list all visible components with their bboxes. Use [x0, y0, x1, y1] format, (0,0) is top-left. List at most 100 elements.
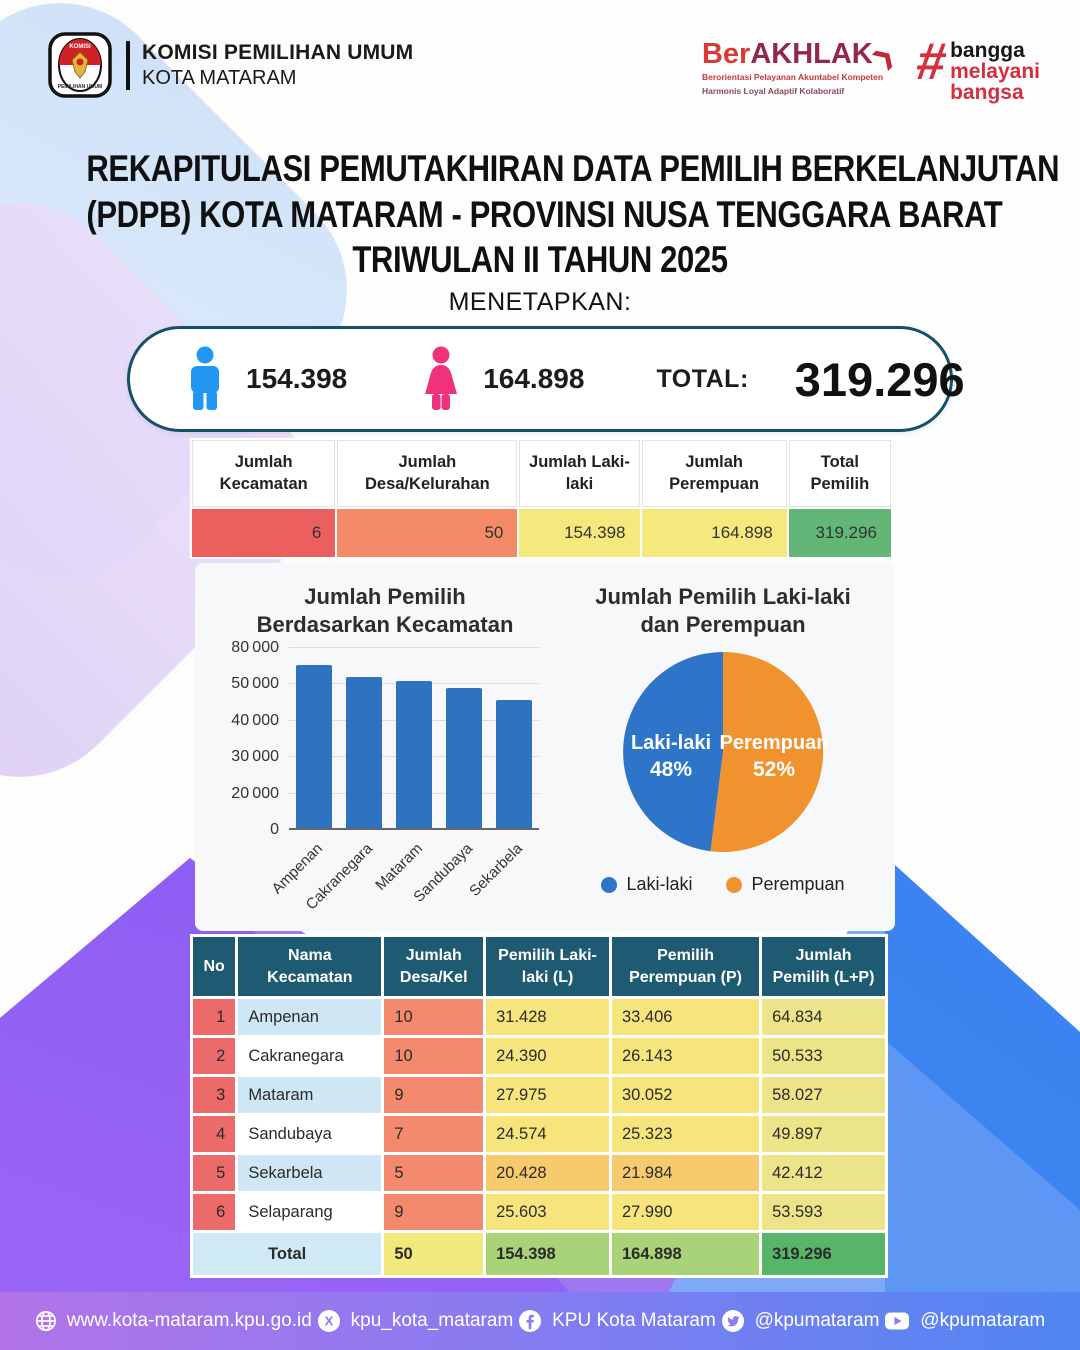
summary-table: Jumlah Kecamatan Jumlah Desa/Kelurahan J… — [190, 438, 893, 559]
berakhlak-arrow-icon: ❯ — [867, 41, 899, 73]
summary-value-4: 319.296 — [788, 508, 891, 557]
y-axis-tick: 0 — [270, 821, 279, 838]
total-stat: TOTAL: 319.296 — [656, 352, 964, 407]
bangga-line1: bangga — [950, 39, 1025, 62]
gridline — [289, 647, 539, 648]
summary-header-kecamatan: Jumlah Kecamatan — [192, 440, 336, 507]
bar-mataram — [396, 681, 432, 828]
bangga-line2: melayani — [950, 60, 1040, 83]
page-title: REKAPITULASI PEMUTAKHIRAN DATA PEMILIH B… — [86, 146, 1060, 283]
footer-x-label: kpu_kota_mataram — [350, 1310, 514, 1331]
footer-twitter-link[interactable]: @kpumataram — [721, 1309, 880, 1333]
svg-text:X: X — [324, 1314, 333, 1329]
total-row: Total 50 154.398 164.898 319.296 — [193, 1233, 885, 1276]
bar-chart-title: Jumlah Pemilih Berdasarkan Kecamatan — [256, 584, 514, 637]
berakhlak-logo: BerAKHLAK❯ Berorientasi Pelayanan Akunta… — [701, 38, 899, 97]
female-stat: 164.898 — [419, 346, 584, 412]
summary-value-1: 50 — [337, 508, 518, 557]
bar-chart-plot: 0 20 000 30 000 40 000 50 000 80 000 Ampenan Ca… — [231, 639, 539, 913]
title-line3: TRIWULAN II TAHUN 2025 — [352, 239, 728, 280]
twitter-icon — [721, 1310, 744, 1332]
legend-dot-blue-icon — [601, 876, 618, 893]
facebook-icon — [519, 1310, 542, 1332]
kpu-logo-icon: KOMISI PEMILIHAN UMUM — [48, 32, 112, 98]
total-label: TOTAL: — [656, 364, 749, 393]
header-jumlah-desa: Jumlah Desa/Kel — [384, 937, 484, 997]
table-row: 3 Mataram 9 27.975 30.052 58.027 — [193, 1077, 885, 1114]
footer-youtube-label: @kpumataram — [920, 1310, 1046, 1331]
table-row: 6 Selaparang 9 25.603 27.990 53.593 — [193, 1194, 885, 1231]
pie-chart-plot: Laki-laki 48% Perempuan 52% — [615, 644, 831, 860]
totals-pill: 154.398 164.898 TOTAL: 319.296 — [127, 326, 965, 432]
berakhlak-tagline1: Berorientasi Pelayanan Akuntabel Kompete… — [701, 72, 884, 82]
subtitle-menetapkan: MENETAPKAN: — [448, 288, 632, 316]
total-desa: 50 — [384, 1233, 484, 1276]
youtube-icon — [885, 1312, 910, 1330]
summary-header-perempuan: Jumlah Perempuan — [641, 440, 787, 507]
pie-slice-perempuan — [710, 651, 824, 852]
header-no: No — [193, 937, 236, 997]
male-count: 154.398 — [246, 363, 348, 394]
title-line2: (PDPB) KOTA MATARAM - PROVINSI NUSA TENG… — [86, 193, 1003, 235]
male-person-icon — [191, 346, 219, 410]
bangga-line3: bangsa — [950, 81, 1024, 104]
org-identity: KOMISI PEMILIHAN UMUM KOMISI PEMILIHAN U… — [48, 32, 413, 98]
header-nama-kecamatan: Nama Kecamatan — [238, 937, 382, 997]
footer-website-link[interactable]: www.kota-mataram.kpu.go.id — [35, 1310, 312, 1332]
pie-slice-laki-laki — [623, 652, 723, 852]
header-pemilih-perempuan: Pemilih Perempuan (P) — [611, 937, 760, 997]
table-header-row: No Nama Kecamatan Jumlah Desa/Kel Pemili… — [193, 937, 885, 997]
footer-x-link[interactable]: X kpu_kota_mataram — [317, 1309, 514, 1333]
total-laki: 154.398 — [486, 1233, 609, 1276]
pie-legend: Laki-laki Perempuan — [561, 874, 885, 895]
legend-dot-orange-icon — [726, 876, 743, 893]
pie-label-perempuan: Perempuan 52% — [719, 732, 829, 781]
org-name-line1: KOMISI PEMILIHAN UMUM — [142, 40, 414, 64]
org-name-line2: KOTA MATARAM — [142, 66, 297, 89]
svg-text:KOMISI: KOMISI — [69, 44, 91, 50]
male-stat: 154.398 — [184, 346, 347, 412]
footer-facebook-link[interactable]: KPU Kota Mataram — [518, 1309, 716, 1333]
footer-social-bar: www.kota-mataram.kpu.go.id X kpu_kota_ma… — [0, 1292, 1080, 1350]
x-axis-tick: Ampenan — [268, 840, 327, 898]
header-pemilih-laki: Pemilih Laki-laki (L) — [486, 937, 609, 997]
title-line1: REKAPITULASI PEMUTAKHIRAN DATA PEMILIH B… — [86, 148, 1060, 189]
pie-chart: Jumlah Pemilih Laki-laki dan Perempuan L… — [561, 579, 885, 931]
charts-card: Jumlah Pemilih Berdasarkan Kecamatan 0 20… — [195, 563, 895, 931]
y-axis-tick: 30 000 — [231, 748, 279, 766]
hashtag-icon: # — [913, 33, 951, 91]
bar-sandubaya — [446, 688, 482, 828]
footer-youtube-link[interactable]: @kpumataram — [884, 1310, 1045, 1332]
berakhlak-tagline2: Harmonis Loyal Adaptif Kolaboratif — [701, 86, 845, 97]
y-axis-tick: 20 000 — [231, 784, 279, 802]
y-axis-tick: 80 000 — [231, 639, 279, 656]
globe-icon — [35, 1311, 56, 1331]
table-row: 5 Sekarbela 5 20.428 21.984 42.412 — [193, 1155, 885, 1192]
summary-value-2: 154.398 — [519, 508, 640, 557]
female-person-icon — [425, 346, 458, 410]
table-row: 2 Cakranegara 10 24.390 26.143 50.533 — [193, 1038, 885, 1075]
x-icon: X — [317, 1310, 340, 1332]
footer-twitter-label: @kpumataram — [754, 1310, 880, 1331]
table-row: 1 Ampenan 10 31.428 33.406 64.834 — [193, 999, 885, 1036]
pie-chart-title: Jumlah Pemilih Laki-laki dan Perempuan — [595, 584, 851, 637]
bar-chart: Jumlah Pemilih Berdasarkan Kecamatan 0 20… — [209, 579, 561, 931]
total-perempuan: 164.898 — [611, 1233, 760, 1276]
summary-header-total: Total Pemilih — [788, 440, 891, 507]
legend-item-laki: Laki-laki — [601, 874, 692, 895]
summary-value-3: 164.898 — [641, 508, 787, 557]
total-row-label: Total — [193, 1233, 382, 1276]
header: KOMISI PEMILIHAN UMUM KOMISI PEMILIHAN U… — [48, 32, 1040, 103]
bangga-melayani-bangsa-logo: # bangga melayani bangsa — [913, 33, 1040, 104]
y-axis-tick: 40 000 — [231, 711, 279, 729]
summary-header-laki: Jumlah Laki-laki — [519, 440, 640, 507]
svg-text:PEMILIHAN UMUM: PEMILIHAN UMUM — [58, 84, 102, 90]
pie-label-laki: Laki-laki 48% — [630, 732, 712, 781]
footer-website-label: www.kota-mataram.kpu.go.id — [66, 1310, 312, 1331]
legend-label-laki: Laki-laki — [626, 874, 693, 894]
berakhlak-title: BerAKHLAK❯ — [701, 38, 899, 73]
bar-sekarbela — [496, 699, 532, 828]
legend-label-perempuan: Perempuan — [751, 874, 845, 894]
summary-value-0: 6 — [192, 508, 336, 557]
